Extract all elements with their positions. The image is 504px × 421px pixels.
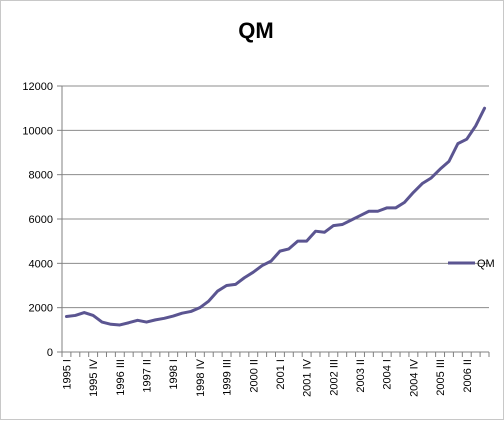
x-tick-label: 2006 II <box>462 359 474 393</box>
y-tick-label: 12000 <box>22 81 53 93</box>
y-tick-label: 8000 <box>29 170 53 182</box>
gridlines <box>57 85 489 353</box>
x-tick-label: 2000 II <box>248 359 260 393</box>
axes <box>61 86 490 357</box>
legend: QM <box>448 258 495 270</box>
x-tick-label: 2001 I <box>275 359 287 390</box>
x-tick-label: 1998 I <box>168 359 180 390</box>
x-tick-label: 2003 II <box>355 359 367 393</box>
x-tick-label: 1998 IV <box>195 358 207 397</box>
x-tick-label: 1999 III <box>222 359 234 396</box>
y-tick-label: 0 <box>47 347 53 359</box>
x-tick-label: 1996 III <box>115 359 127 396</box>
x-axis-tick-labels: 1995 I 1995 IV 1996 III 1997 II 1998 I 1998 I… <box>61 358 473 397</box>
x-tick-label: 2005 III <box>435 359 447 396</box>
x-tick-label: 2004 IV <box>408 358 420 397</box>
y-tick-label: 10000 <box>22 125 53 137</box>
x-tick-label: 1995 IV <box>88 358 100 397</box>
series-line-qm <box>64 106 487 327</box>
x-tick-label: 2004 I <box>382 359 394 390</box>
legend-label: QM <box>477 258 495 270</box>
x-tick-label: 1995 I <box>61 359 73 390</box>
y-axis-tick-labels: 0 2000 4000 6000 8000 10000 12000 <box>22 81 53 359</box>
x-tick-label: 1997 II <box>142 359 154 393</box>
y-tick-label: 2000 <box>29 303 53 315</box>
x-tick-label: 2002 III <box>328 359 340 396</box>
y-tick-label: 4000 <box>29 258 53 270</box>
chart-title: QM <box>238 18 273 43</box>
y-tick-label: 6000 <box>29 214 53 226</box>
series-lines <box>64 106 487 327</box>
x-tick-label: 2001 IV <box>302 358 314 397</box>
